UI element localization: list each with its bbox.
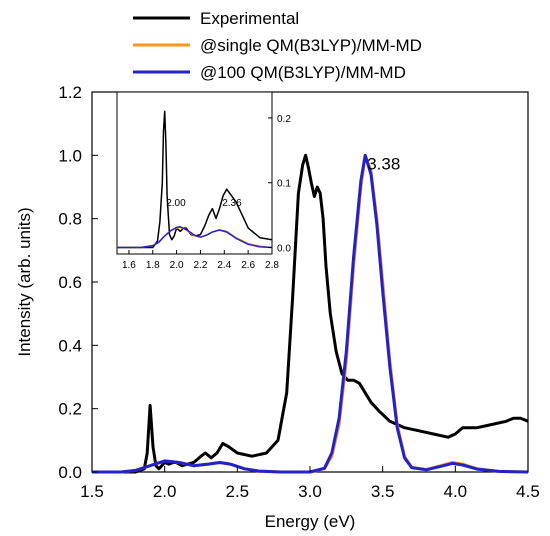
main-x-tick-label-0: 1.5 [80, 482, 104, 501]
legend: Experimental @single QM(B3LYP)/MM-MD @10… [133, 9, 422, 82]
inset-series-group [117, 110, 273, 249]
main-y-tick-label-0: 0.0 [58, 463, 82, 482]
main-x-tick-label-1: 2.0 [153, 482, 177, 501]
inset-y-tick-label-0: 0.0 [277, 244, 291, 255]
main-x-tick-label-2: 2.5 [226, 482, 250, 501]
inset-series-line-2 [117, 226, 273, 249]
inset-annotation-2-00: 2.00 [166, 198, 186, 209]
inset-frame [116, 91, 273, 255]
inset-x-tick-label-2: 2.0 [170, 260, 184, 271]
main-x-tick-label-3: 3.0 [298, 482, 322, 501]
main-y-tick-label-1: 0.2 [58, 400, 82, 419]
main-y-tick-label-6: 1.2 [58, 83, 82, 102]
main-ticks-group: 1.5 2.0 2.5 3.0 3.5 4.0 4.5 0.0 0.2 0.4 0.6 0.8 1.0 1… [58, 83, 539, 501]
legend-label-single: @single QM(B3LYP)/MM-MD [200, 36, 422, 55]
inset-ticks-group: 1.6 1.8 2.0 2.2 2.4 2.6 2.8 0.0 0.1 0.2 [122, 114, 291, 271]
main-x-tick-label-6: 4.5 [516, 482, 540, 501]
main-y-tick-label-2: 0.4 [58, 336, 82, 355]
y-axis-title: Intensity (arb. units) [15, 207, 34, 356]
inset-y-tick-label-2: 0.2 [277, 114, 291, 125]
legend-label-100: @100 QM(B3LYP)/MM-MD [200, 63, 406, 82]
inset-annotation-2-36: 2.36 [222, 198, 242, 209]
main-x-tick-label-4: 3.5 [371, 482, 395, 501]
main-x-tick-label-5: 4.0 [444, 482, 468, 501]
main-series-line-0 [92, 153, 529, 474]
inset-x-tick-label-6: 2.8 [265, 260, 279, 271]
main-plot: 1.5 2.0 2.5 3.0 3.5 4.0 4.5 0.0 0.2 0.4 0.6 0.8 1.0 1… [58, 83, 539, 501]
main-y-tick-label-3: 0.6 [58, 273, 82, 292]
main-series-group [92, 153, 529, 474]
peak-annotation-3-38: 3.38 [367, 154, 400, 173]
legend-label-experimental: Experimental [200, 9, 299, 28]
main-series-line-2 [92, 153, 529, 474]
inset-x-tick-label-1: 1.8 [146, 260, 160, 271]
inset-x-tick-label-0: 1.6 [122, 260, 136, 271]
main-y-tick-label-4: 0.8 [58, 210, 82, 229]
main-y-tick-label-5: 1.0 [58, 146, 82, 165]
inset-x-tick-label-5: 2.6 [241, 260, 255, 271]
inset-x-tick-label-4: 2.4 [217, 260, 231, 271]
inset-plot: 1.6 1.8 2.0 2.2 2.4 2.6 2.8 0.0 0.1 0.2 2.00 2.36 [116, 91, 291, 271]
inset-y-tick-label-1: 0.1 [277, 179, 291, 190]
inset-x-tick-label-3: 2.2 [194, 260, 208, 271]
x-axis-title: Energy (eV) [265, 512, 356, 531]
